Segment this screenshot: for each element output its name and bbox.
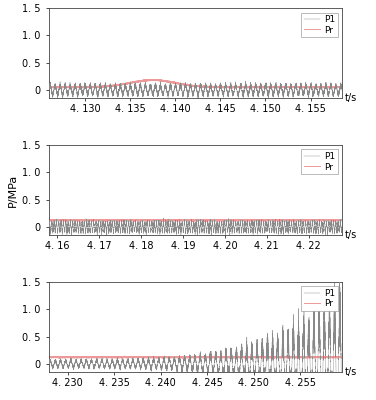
P1 xyxy=(47,361,51,366)
P1 xyxy=(62,225,67,230)
P1 xyxy=(225,361,229,366)
Line: Pr: Pr xyxy=(49,79,342,88)
Pr xyxy=(47,85,51,90)
P1 xyxy=(197,90,201,95)
Pr xyxy=(340,218,344,222)
Pr xyxy=(83,217,88,222)
P1 xyxy=(340,88,344,93)
P1 xyxy=(123,85,127,90)
Pr xyxy=(340,85,344,90)
Legend: P1, Pr: P1, Pr xyxy=(301,12,338,37)
Line: Pr: Pr xyxy=(49,219,342,221)
Pr xyxy=(301,356,306,361)
Pr xyxy=(201,354,206,359)
Text: t/s: t/s xyxy=(345,230,357,240)
P1 xyxy=(340,225,344,230)
P1 xyxy=(90,359,95,364)
Pr xyxy=(47,218,51,223)
Pr xyxy=(197,218,201,222)
Pr xyxy=(201,218,206,223)
P1 xyxy=(201,90,205,94)
Pr xyxy=(225,355,229,360)
Pr xyxy=(123,355,127,360)
P1 xyxy=(47,224,51,229)
P1 xyxy=(62,87,67,92)
Pr xyxy=(90,355,95,360)
Pr xyxy=(122,354,127,358)
Pr xyxy=(123,218,127,223)
Pr xyxy=(90,218,95,222)
Line: Pr: Pr xyxy=(49,356,342,358)
Pr xyxy=(340,355,344,360)
Pr xyxy=(197,84,201,88)
P1 xyxy=(325,234,330,238)
Pr xyxy=(62,84,67,89)
Text: t/s: t/s xyxy=(345,93,357,103)
Pr xyxy=(225,218,229,222)
Y-axis label: P/MPa: P/MPa xyxy=(8,173,18,207)
P1 xyxy=(201,367,205,372)
P1 xyxy=(243,78,248,83)
P1 xyxy=(123,227,127,232)
Pr xyxy=(322,86,327,91)
P1 xyxy=(266,97,270,102)
P1 xyxy=(47,88,51,92)
Text: t/s: t/s xyxy=(345,367,357,377)
Legend: P1, Pr: P1, Pr xyxy=(301,150,338,174)
Pr xyxy=(123,82,127,86)
Pr xyxy=(90,85,95,90)
P1 xyxy=(201,220,206,225)
P1 xyxy=(225,228,229,233)
P1 xyxy=(161,216,166,220)
Legend: P1, Pr: P1, Pr xyxy=(301,286,338,311)
P1 xyxy=(123,363,127,368)
Pr xyxy=(150,77,155,82)
Line: P1: P1 xyxy=(49,218,342,236)
P1 xyxy=(197,359,201,364)
Line: P1: P1 xyxy=(49,81,342,99)
Pr xyxy=(225,85,229,90)
P1 xyxy=(62,362,67,367)
Pr xyxy=(264,219,268,224)
Pr xyxy=(197,355,201,360)
P1 xyxy=(90,230,95,234)
P1 xyxy=(90,90,95,95)
P1 xyxy=(197,225,201,230)
Pr xyxy=(201,84,206,89)
Pr xyxy=(47,355,51,360)
P1 xyxy=(338,275,342,280)
Line: P1: P1 xyxy=(49,277,342,400)
Pr xyxy=(62,218,67,222)
P1 xyxy=(225,89,229,94)
Pr xyxy=(62,355,67,360)
